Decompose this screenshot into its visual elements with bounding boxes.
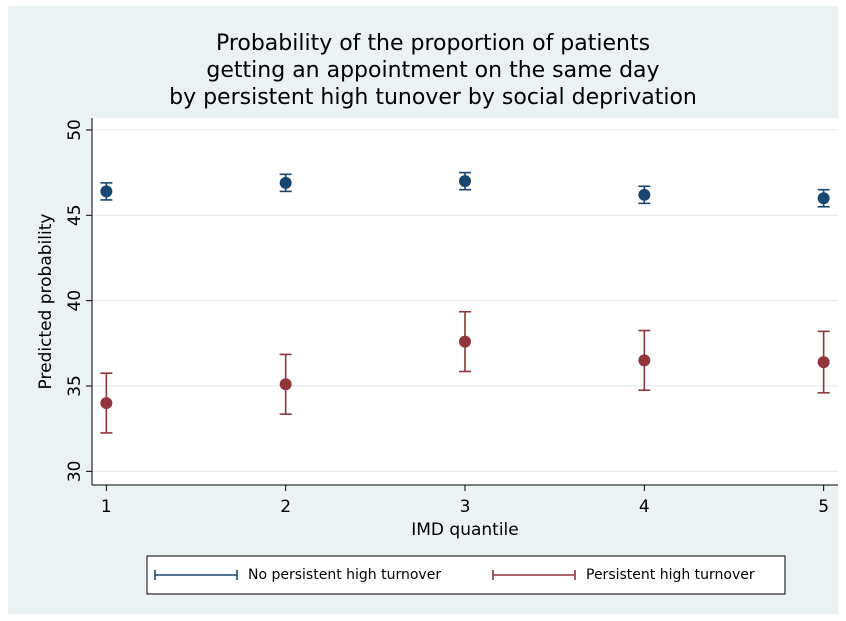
point [817,356,830,369]
x-tick-label: 2 [280,497,291,517]
y-axis-label: Predicted probability [36,214,56,390]
point [100,185,113,198]
point [279,378,292,391]
y-tick-label: 30 [65,461,85,483]
x-tick-label: 1 [101,497,112,517]
x-tick-label: 3 [460,497,471,517]
chart-title: getting an appointment on the same day [206,58,659,83]
legend-label: No persistent high turnover [248,567,441,583]
point [817,192,830,205]
y-tick-label: 50 [65,119,85,141]
point [459,175,471,188]
x-axis-label: IMD quantile [411,520,519,540]
y-tick-label: 45 [65,204,85,226]
point [279,176,292,189]
point [100,397,113,410]
y-tick-label: 40 [65,290,85,312]
point [638,188,651,201]
x-tick-label: 5 [818,497,829,517]
y-tick-label: 35 [65,375,85,397]
point [459,335,471,348]
legend-box [146,555,786,595]
x-tick-label: 4 [639,497,650,517]
point [638,354,651,367]
legend-label: Persistent high turnover [586,567,755,583]
chart-title: Probability of the proportion of patient… [216,31,650,56]
chart-title: by persistent high tunover by social dep… [169,85,697,110]
